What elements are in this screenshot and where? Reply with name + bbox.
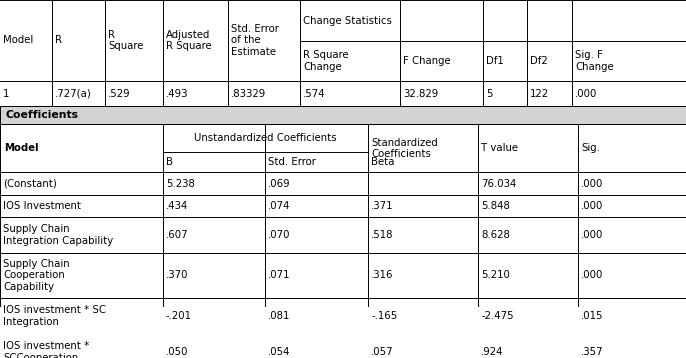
Text: .370: .370 [166, 270, 189, 280]
Text: .000: .000 [581, 179, 604, 189]
Text: 122: 122 [530, 88, 549, 98]
Text: IOS Investment: IOS Investment [3, 201, 81, 211]
Text: IOS investment *
SCCooperation: IOS investment * SCCooperation [3, 341, 89, 358]
Text: Std. Error: Std. Error [268, 157, 316, 167]
Text: .83329: .83329 [231, 88, 266, 98]
Text: 32.829: 32.829 [403, 88, 438, 98]
Text: Standardized
Coefficients: Standardized Coefficients [371, 137, 438, 159]
Text: -.201: -.201 [166, 311, 192, 321]
Text: .015: .015 [581, 311, 604, 321]
Text: 1: 1 [3, 88, 10, 98]
Text: T value: T value [481, 144, 518, 154]
Text: .000: .000 [581, 270, 604, 280]
Text: 76.034: 76.034 [481, 179, 517, 189]
Text: Std. Error
of the
Estimate: Std. Error of the Estimate [231, 24, 279, 57]
Text: .050: .050 [166, 347, 189, 357]
Text: .316: .316 [371, 270, 394, 280]
Bar [0, 0, 686, 106]
Text: .357: .357 [581, 347, 604, 357]
Text: .493: .493 [166, 88, 189, 98]
Text: .574: .574 [303, 88, 326, 98]
Text: .057: .057 [371, 347, 394, 357]
Text: .518: .518 [371, 230, 394, 240]
Text: Sig. F
Change: Sig. F Change [575, 50, 613, 72]
Bar [0, 125, 686, 358]
Text: Change Statistics: Change Statistics [303, 16, 392, 25]
Text: F Change: F Change [403, 56, 451, 66]
Text: Df2: Df2 [530, 56, 547, 66]
Text: .000: .000 [581, 230, 604, 240]
Text: R: R [55, 35, 62, 45]
Text: (Constant): (Constant) [3, 179, 57, 189]
Text: Coefficients: Coefficients [6, 110, 79, 120]
Bar [0, 106, 686, 125]
Text: Df1: Df1 [486, 56, 504, 66]
Text: Sig.: Sig. [581, 144, 600, 154]
Text: .000: .000 [575, 88, 598, 98]
Text: .081: .081 [268, 311, 290, 321]
Text: 5.210: 5.210 [481, 270, 510, 280]
Text: Model: Model [4, 144, 38, 154]
Text: .000: .000 [581, 201, 604, 211]
Text: .924: .924 [481, 347, 504, 357]
Text: Beta: Beta [371, 157, 394, 167]
Text: .074: .074 [268, 201, 290, 211]
Text: Supply Chain
Integration Capability: Supply Chain Integration Capability [3, 224, 113, 246]
Text: 5.848: 5.848 [481, 201, 510, 211]
Text: .529: .529 [108, 88, 130, 98]
Text: Adjusted
R Square: Adjusted R Square [166, 29, 211, 51]
Text: -.165: -.165 [371, 311, 397, 321]
Text: .607: .607 [166, 230, 189, 240]
Text: Model: Model [3, 35, 33, 45]
Text: 8.628: 8.628 [481, 230, 510, 240]
Text: 5: 5 [486, 88, 493, 98]
Text: Unstandardized Coefficients: Unstandardized Coefficients [194, 133, 337, 143]
Text: .371: .371 [371, 201, 394, 211]
Text: .727(a): .727(a) [55, 88, 92, 98]
Text: 5.238: 5.238 [166, 179, 195, 189]
Text: B: B [166, 157, 173, 167]
Text: .070: .070 [268, 230, 290, 240]
Text: .069: .069 [268, 179, 291, 189]
Text: .054: .054 [268, 347, 290, 357]
Text: R Square
Change: R Square Change [303, 50, 348, 72]
Text: -2.475: -2.475 [481, 311, 514, 321]
Text: R
Square: R Square [108, 29, 143, 51]
Text: .434: .434 [166, 201, 189, 211]
Text: IOS investment * SC
Integration: IOS investment * SC Integration [3, 305, 106, 326]
Text: Supply Chain
Cooperation
Capability: Supply Chain Cooperation Capability [3, 259, 69, 292]
Text: .071: .071 [268, 270, 290, 280]
